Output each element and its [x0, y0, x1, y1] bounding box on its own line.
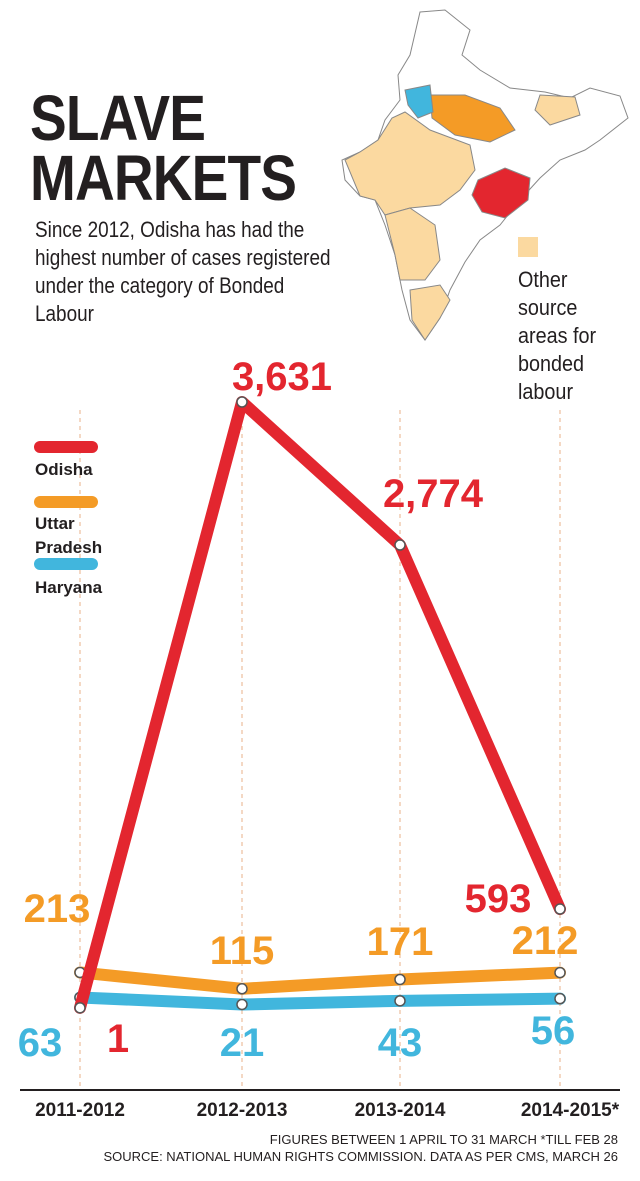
data-point — [394, 973, 406, 986]
data-point — [236, 396, 248, 408]
footnote: FIGURES BETWEEN 1 APRIL TO 31 MARCH *TIL… — [269, 1132, 618, 1147]
map-region — [404, 84, 434, 119]
data-point — [394, 995, 406, 1007]
map-region — [471, 167, 531, 219]
data-point — [236, 983, 248, 995]
map-legend-label: Other source areas for bonded labour — [518, 267, 597, 404]
data-label: 43 — [378, 1021, 423, 1065]
data-label: 115 — [210, 929, 275, 973]
series-line — [74, 966, 566, 995]
series-line — [74, 991, 566, 1011]
data-point — [394, 539, 406, 551]
x-tick-label: 2013-2014 — [355, 1100, 446, 1121]
map-region — [429, 94, 516, 143]
series-line — [74, 396, 566, 1014]
data-label: 63 — [18, 1021, 63, 1065]
chart-title: SLAVE MARKETS — [30, 82, 297, 214]
data-label: 593 — [465, 877, 532, 921]
x-tick-label: 2012-2013 — [197, 1100, 288, 1121]
map — [341, 9, 629, 341]
data-label: 171 — [367, 920, 434, 964]
footnote: SOURCE: NATIONAL HUMAN RIGHTS COMMISSION… — [103, 1149, 618, 1164]
legend-label: Uttar Pradesh — [35, 514, 103, 557]
data-point — [554, 992, 566, 1005]
data-label: 212 — [512, 919, 579, 963]
data-label: 56 — [531, 1009, 576, 1053]
data-point — [236, 998, 248, 1011]
legend-label: Odisha — [35, 460, 93, 479]
map-region — [384, 207, 441, 281]
map-region — [534, 94, 581, 126]
data-point — [554, 903, 566, 915]
map-region — [344, 111, 476, 216]
data-label: 21 — [220, 1021, 265, 1065]
data-label: 3,631 — [232, 355, 332, 399]
data-point — [554, 966, 566, 979]
x-tick-label: 2011-2012 — [35, 1100, 125, 1121]
chart-subtitle: Since 2012, Odisha has had the highest n… — [35, 217, 331, 326]
map-legend-swatch — [518, 237, 538, 257]
data-label: 213 — [24, 887, 91, 931]
data-label: 1 — [107, 1017, 129, 1061]
x-tick-label: 2014-2015* — [521, 1100, 620, 1121]
map-region — [409, 284, 451, 341]
data-label: 2,774 — [383, 472, 484, 516]
legend-label: Haryana — [35, 578, 103, 597]
data-point — [74, 1002, 86, 1014]
